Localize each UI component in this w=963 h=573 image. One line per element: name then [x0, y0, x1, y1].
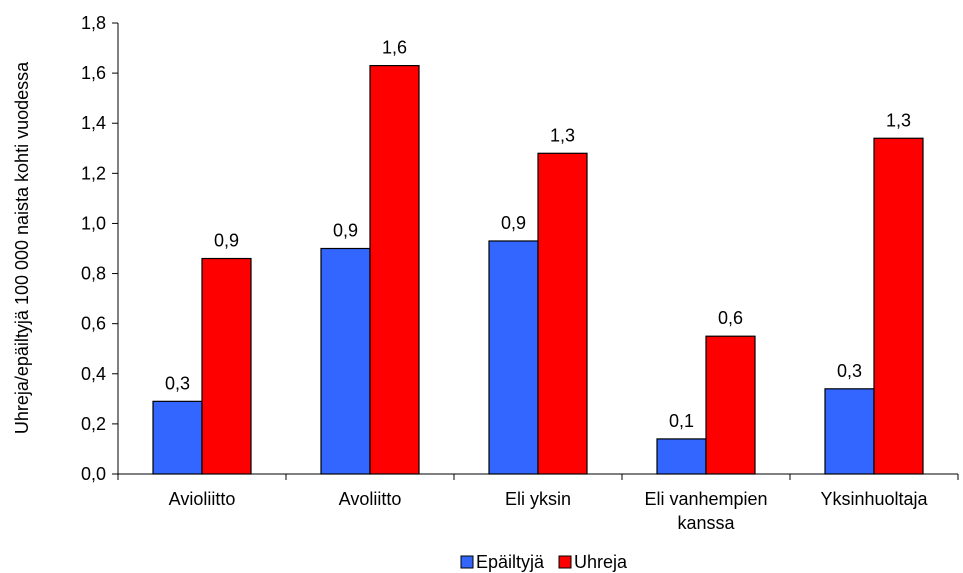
- data-label: 0,9: [501, 213, 526, 233]
- data-label: 0,6: [718, 308, 743, 328]
- data-label: 0,1: [669, 411, 694, 431]
- legend-swatch: [558, 555, 572, 569]
- bar-uhreja: [537, 152, 588, 475]
- legend-label: Epäiltyjä: [476, 552, 545, 572]
- y-tick-label: 1,4: [81, 113, 106, 133]
- data-label: 0,3: [165, 373, 190, 393]
- bar-epailtyja: [656, 438, 707, 475]
- bar-epailtyja: [320, 247, 371, 475]
- data-label: 1,6: [382, 38, 407, 58]
- y-axis-title: Uhreja/epäiltyjä 100 000 naista kohti vu…: [12, 61, 32, 434]
- y-tick-label: 1,6: [81, 63, 106, 83]
- y-tick-label: 0,6: [81, 314, 106, 334]
- x-category-label: Eli yksin: [505, 489, 571, 509]
- bar-uhreja: [201, 257, 252, 475]
- bars: [152, 64, 924, 475]
- y-tick-label: 0,0: [81, 464, 106, 484]
- data-label: 0,3: [837, 361, 862, 381]
- bar-epailtyja: [488, 240, 539, 475]
- legend: Epäiltyjä Uhreja: [460, 552, 628, 572]
- y-tick-label: 1,2: [81, 163, 106, 183]
- y-tick-label: 0,2: [81, 414, 106, 434]
- x-category-label: Eli vanhempien: [644, 489, 767, 509]
- legend-label: Uhreja: [574, 552, 628, 572]
- bar-uhreja: [369, 64, 420, 475]
- bar-uhreja: [705, 335, 756, 475]
- data-label: 0,9: [333, 221, 358, 241]
- x-category-label: Yksinhuoltaja: [820, 489, 928, 509]
- data-label: 1,3: [886, 110, 911, 130]
- y-tick-label: 0,4: [81, 364, 106, 384]
- bar-uhreja: [873, 137, 924, 475]
- y-tick-label: 1,0: [81, 213, 106, 233]
- y-tick-label: 1,8: [81, 13, 106, 33]
- data-labels: 0,3 0,9 0,9 0,1 0,3 0,9 1,6 1,3 0,6 1,3: [165, 38, 911, 431]
- x-axis: Avioliitto Avoliitto Eli yksin Eli vanhempi…: [117, 473, 959, 533]
- y-axis: 0,0 0,2 0,4 0,6 0,8 1,0 1,2 1,4 1,6 1,8: [81, 13, 119, 484]
- x-category-label: kanssa: [677, 513, 735, 533]
- data-label: 0,9: [214, 231, 239, 251]
- legend-swatch: [460, 555, 474, 569]
- data-label: 1,3: [550, 125, 575, 145]
- x-category-label: Avoliitto: [339, 489, 402, 509]
- y-tick-label: 0,8: [81, 264, 106, 284]
- bar-epailtyja: [152, 400, 203, 475]
- bar-epailtyja: [824, 388, 875, 475]
- x-category-label: Avioliitto: [169, 489, 236, 509]
